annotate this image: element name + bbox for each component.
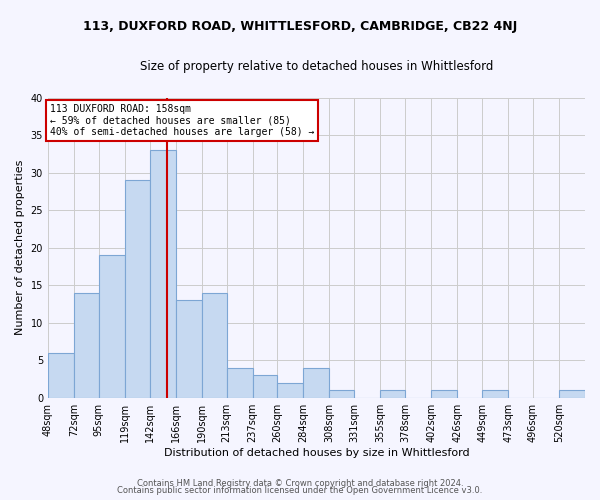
Bar <box>431 390 457 398</box>
Title: Size of property relative to detached houses in Whittlesford: Size of property relative to detached ho… <box>140 60 493 73</box>
Bar <box>559 390 585 398</box>
Text: Contains public sector information licensed under the Open Government Licence v3: Contains public sector information licen… <box>118 486 482 495</box>
Text: 113, DUXFORD ROAD, WHITTLESFORD, CAMBRIDGE, CB22 4NJ: 113, DUXFORD ROAD, WHITTLESFORD, CAMBRID… <box>83 20 517 33</box>
Bar <box>202 292 227 398</box>
Bar <box>74 292 99 398</box>
Bar <box>227 368 253 398</box>
X-axis label: Distribution of detached houses by size in Whittlesford: Distribution of detached houses by size … <box>164 448 469 458</box>
Bar <box>253 375 277 398</box>
Bar <box>304 368 329 398</box>
Bar <box>277 382 304 398</box>
Bar <box>150 150 176 398</box>
Text: 113 DUXFORD ROAD: 158sqm
← 59% of detached houses are smaller (85)
40% of semi-d: 113 DUXFORD ROAD: 158sqm ← 59% of detach… <box>50 104 314 137</box>
Bar <box>380 390 405 398</box>
Bar <box>482 390 508 398</box>
Bar <box>329 390 355 398</box>
Bar <box>48 352 74 398</box>
Bar <box>99 255 125 398</box>
Bar <box>125 180 150 398</box>
Y-axis label: Number of detached properties: Number of detached properties <box>15 160 25 336</box>
Text: Contains HM Land Registry data © Crown copyright and database right 2024.: Contains HM Land Registry data © Crown c… <box>137 478 463 488</box>
Bar <box>176 300 202 398</box>
